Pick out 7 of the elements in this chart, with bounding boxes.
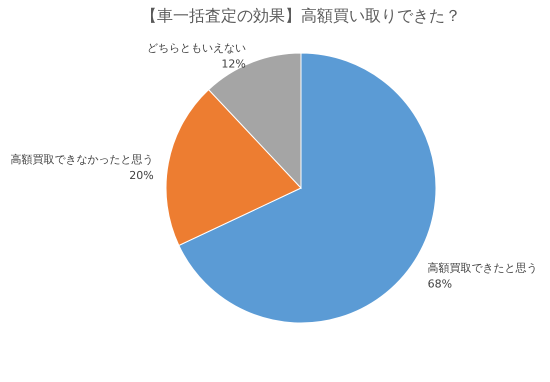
slice-label: 高額買取できなかったと思う bbox=[10, 152, 154, 166]
data-label: 20% bbox=[129, 168, 154, 182]
slice-label: どちらともいえない bbox=[146, 42, 246, 55]
data-label: 68% bbox=[428, 277, 452, 290]
chart-title: 【車一括査定の効果】高額買い取りできた？ bbox=[141, 6, 461, 25]
data-label: 12% bbox=[221, 58, 246, 71]
slice-label: 高額買取できたと思う bbox=[428, 261, 538, 274]
